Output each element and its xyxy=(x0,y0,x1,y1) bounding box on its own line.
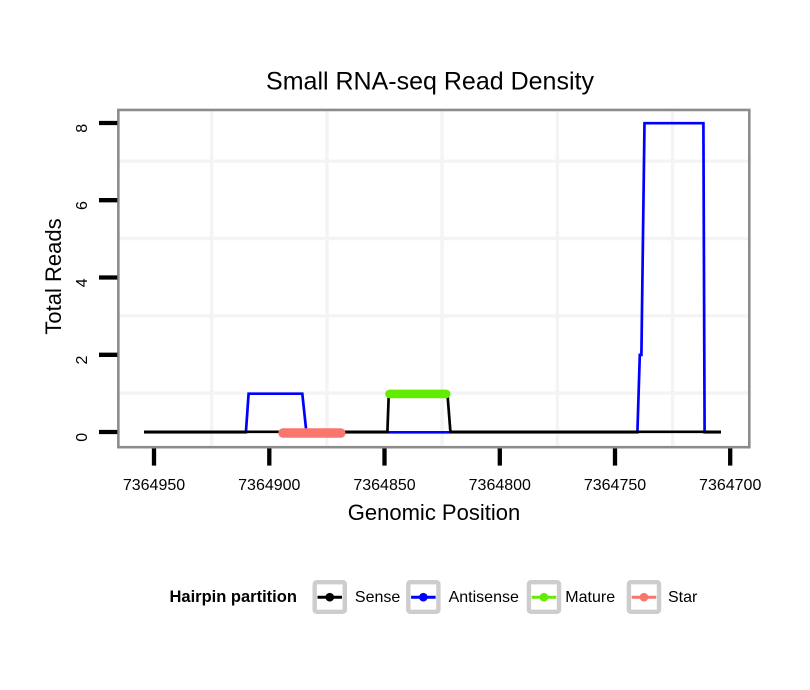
svg-text:6: 6 xyxy=(74,201,91,210)
svg-text:Genomic Position: Genomic Position xyxy=(348,500,520,525)
svg-text:Antisense: Antisense xyxy=(449,589,519,606)
svg-text:Hairpin partition: Hairpin partition xyxy=(170,588,297,606)
svg-text:Mature: Mature xyxy=(565,589,615,606)
svg-text:8: 8 xyxy=(74,124,91,133)
svg-text:7364800: 7364800 xyxy=(469,477,531,494)
svg-text:2: 2 xyxy=(74,356,91,365)
svg-text:Star: Star xyxy=(668,589,698,606)
svg-text:Sense: Sense xyxy=(355,589,400,606)
svg-text:7364850: 7364850 xyxy=(353,477,415,494)
svg-text:Small RNA-seq Read Density: Small RNA-seq Read Density xyxy=(266,68,594,96)
svg-text:7364950: 7364950 xyxy=(123,477,185,494)
svg-text:0: 0 xyxy=(74,433,91,442)
svg-text:Total Reads: Total Reads xyxy=(41,218,66,334)
svg-text:7364900: 7364900 xyxy=(238,477,300,494)
svg-text:4: 4 xyxy=(74,278,91,287)
svg-text:7364700: 7364700 xyxy=(699,477,761,494)
svg-text:7364750: 7364750 xyxy=(584,477,646,494)
